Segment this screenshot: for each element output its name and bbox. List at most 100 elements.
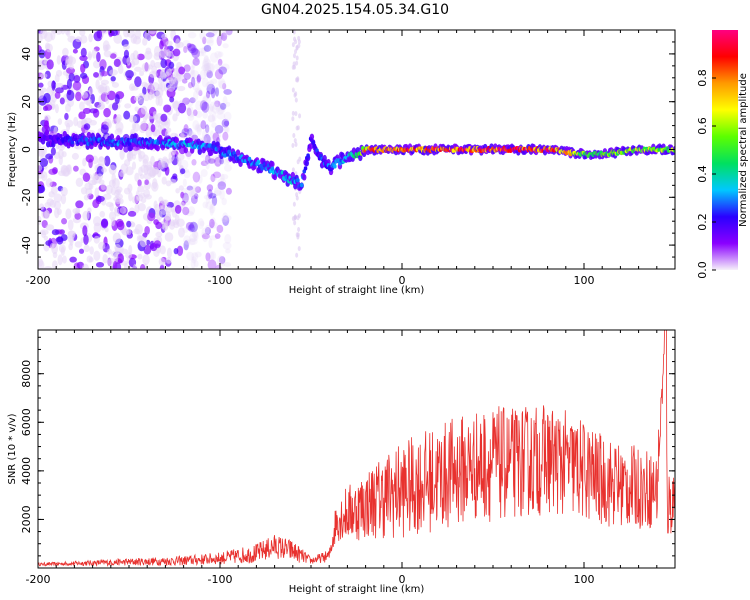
noise-cell (206, 70, 213, 79)
noise-cell (53, 193, 62, 203)
noise-cell (100, 219, 109, 229)
noise-cell (191, 159, 197, 166)
noise-cell (100, 71, 109, 77)
noise-cell (165, 40, 173, 47)
noise-cell (225, 187, 232, 195)
ridge-cell (299, 182, 304, 188)
noise-cell (191, 61, 196, 69)
noise-cell (165, 256, 172, 264)
noise-cell (155, 87, 164, 98)
noise-cell (154, 168, 160, 175)
noise-cell (297, 246, 301, 252)
noise-cell (69, 256, 77, 263)
noise-cell (66, 30, 71, 37)
noise-cell (88, 33, 93, 43)
noise-cell (188, 111, 195, 118)
noise-cell (67, 219, 74, 231)
noise-cell (215, 157, 222, 165)
noise-cell (209, 176, 218, 182)
noise-cell (132, 36, 142, 45)
noise-cell (189, 238, 198, 245)
noise-cell (66, 78, 72, 90)
noise-cell (209, 101, 214, 112)
noise-cell (220, 173, 225, 182)
noise-cell (295, 60, 299, 66)
noise-cell (153, 45, 161, 57)
noise-cell (221, 30, 227, 40)
noise-cell (175, 38, 181, 50)
noise-cell (187, 44, 197, 54)
noise-cell (185, 211, 194, 217)
noise-cell (66, 89, 75, 101)
noise-cell (187, 81, 193, 89)
noise-cell (216, 255, 225, 267)
noise-cell (144, 194, 152, 200)
noise-cell (205, 124, 210, 134)
noise-cell (295, 77, 299, 83)
noise-cell (105, 184, 113, 195)
noise-cell (117, 64, 124, 74)
heatmap-x-tick-label: -200 (26, 274, 51, 287)
noise-cell (214, 69, 224, 80)
noise-cell (293, 215, 297, 221)
noise-cell (92, 216, 102, 227)
ridge-cell (333, 164, 337, 169)
ridge-edge-cell (270, 161, 275, 168)
noise-cell (193, 231, 199, 241)
noise-cell (44, 104, 53, 111)
ridge-edge-cell (235, 149, 241, 156)
noise-cell (124, 103, 132, 109)
noise-cell (185, 221, 195, 231)
noise-cell (166, 49, 171, 60)
noise-cell (196, 88, 203, 96)
noise-cell (191, 48, 201, 54)
noise-cell (175, 187, 180, 194)
heatmap-y-tick-label: -20 (20, 188, 33, 206)
noise-cell (80, 187, 88, 195)
noise-cell (60, 234, 68, 241)
colorbar-tick-label: 0.6 (696, 117, 709, 135)
noise-cell (54, 207, 60, 219)
noise-cell (221, 118, 230, 128)
noise-cell (219, 102, 226, 112)
noise-cell (212, 171, 222, 179)
noise-cell (187, 31, 197, 39)
noise-cell (211, 103, 221, 114)
noise-cell (140, 120, 147, 131)
noise-cell (52, 167, 58, 174)
snr-y-tick-label: 6000 (20, 408, 33, 436)
colorbar-label: Normalized spectral amplitude (738, 73, 749, 227)
noise-cell (199, 30, 206, 41)
noise-cell (224, 124, 229, 134)
noise-cell (202, 58, 212, 68)
colorbar-tick-label: 0.2 (696, 213, 709, 231)
noise-cell (200, 46, 207, 57)
noise-cell (166, 247, 172, 259)
noise-cell (43, 120, 50, 130)
noise-cell (216, 112, 226, 120)
noise-cell (291, 142, 295, 148)
noise-cell (38, 82, 44, 88)
noise-cell (220, 32, 228, 41)
noise-cell (206, 62, 211, 73)
noise-cell (202, 36, 207, 45)
noise-cell (213, 30, 218, 36)
noise-cell (205, 90, 211, 99)
noise-cell (188, 233, 198, 243)
noise-cell (210, 78, 218, 85)
noise-cell (152, 178, 158, 189)
noise-cell (210, 87, 216, 99)
noise-cell (128, 191, 133, 202)
noise-cell (189, 187, 197, 199)
noise-cell (190, 258, 196, 269)
noise-cell (189, 221, 198, 233)
noise-cell (159, 264, 165, 269)
noise-cell (292, 53, 296, 59)
noise-cell (94, 187, 100, 198)
noise-cell (188, 206, 196, 215)
noise-cell (73, 165, 79, 172)
noise-cell (176, 245, 184, 257)
noise-cell (92, 199, 100, 209)
ridge-edge-cell (272, 173, 278, 181)
noise-cell (123, 187, 131, 195)
